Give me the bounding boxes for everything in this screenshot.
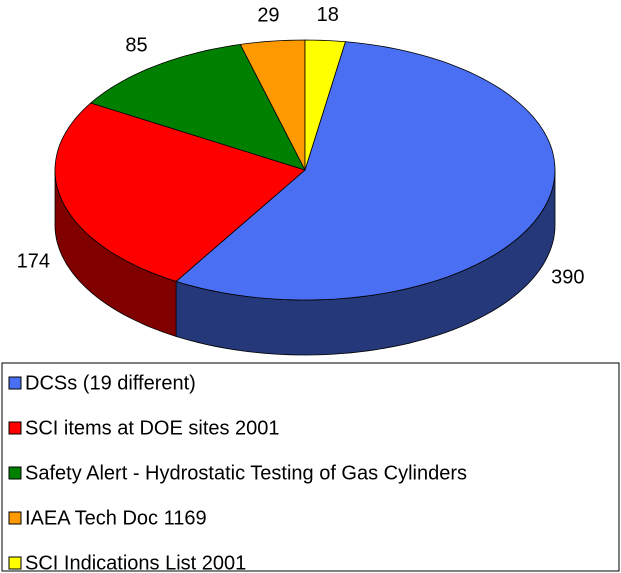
legend-swatch [8,511,22,525]
legend-swatch [8,466,22,480]
legend-swatch [8,556,22,570]
data-label: 390 [551,267,584,289]
legend-label: Safety Alert - Hydrostatic Testing of Ga… [25,462,467,484]
data-label: 29 [257,5,279,27]
slice [175,41,556,301]
slice [304,39,346,171]
data-label: 18 [317,4,339,26]
slice [239,39,306,171]
data-label: 85 [125,34,147,56]
legend-swatch [8,376,22,390]
legend-box [1,362,620,572]
legend-swatch [8,421,22,435]
slice [89,43,306,171]
slice [54,102,306,282]
data-label: 174 [17,251,50,273]
legend-label: IAEA Tech Doc 1169 [25,507,207,529]
legend-label: SCI items at DOE sites 2001 [25,417,280,439]
legend-label: SCI Indications List 2001 [25,552,246,573]
legend-label: DCSs (19 different) [25,372,196,394]
